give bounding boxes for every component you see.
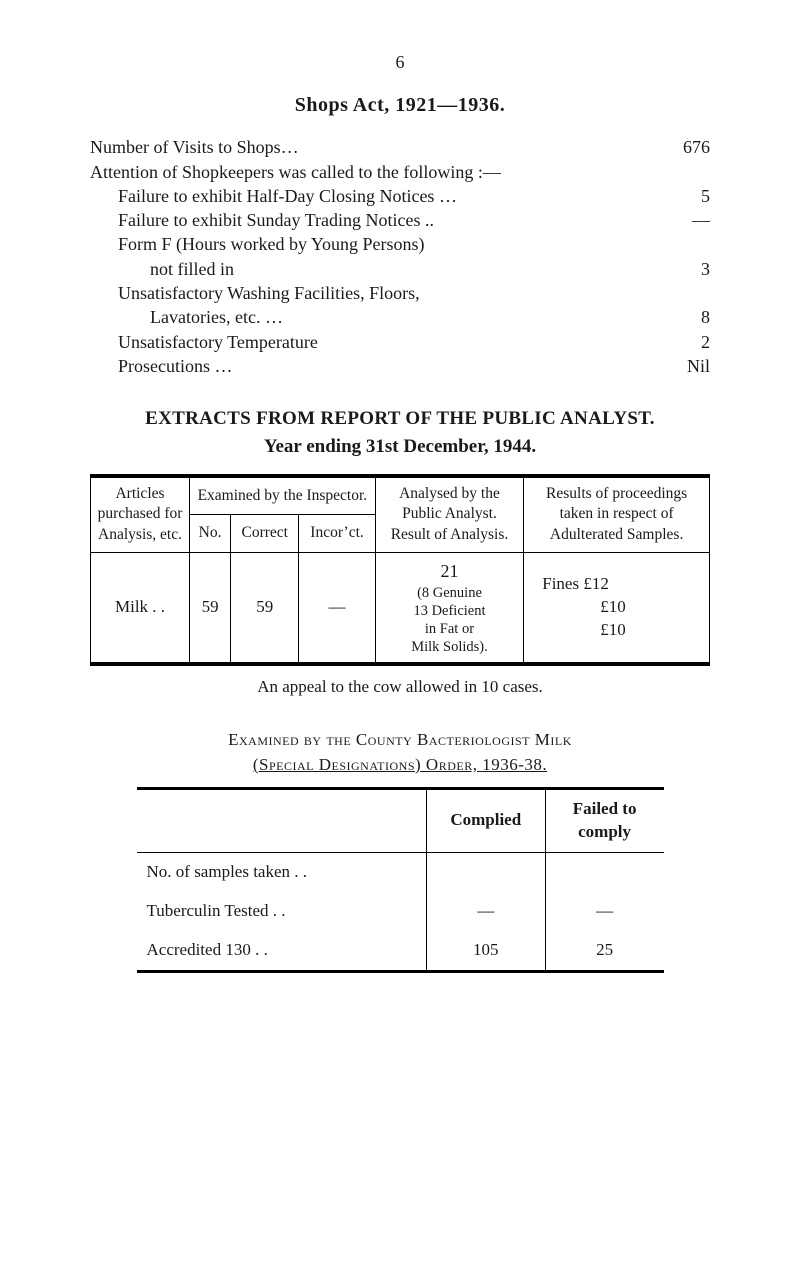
section1-value: 5 <box>650 184 710 208</box>
col-correct: Correct <box>231 515 299 553</box>
table-row: No. of samples taken . . <box>137 852 664 891</box>
section2-caption: An appeal to the cow allowed in 10 cases… <box>90 676 710 699</box>
section1-label: Number of Visits to Shops… <box>90 135 299 159</box>
fines-line1: Fines £12 <box>542 573 703 596</box>
row-label: Accredited 130 . . <box>137 931 427 970</box>
row-failed: — <box>545 892 663 931</box>
section1-label: Attention of Shopkeepers was called to t… <box>90 160 501 184</box>
row-complied: 105 <box>426 931 545 970</box>
col-results: Results of proceedings taken in respect … <box>524 477 710 553</box>
table-row: Accredited 130 . .10525 <box>137 931 664 970</box>
section1-line: Lavatories, etc. … 8 <box>90 305 710 329</box>
section3-subtitle-text: (Special Designations) Order, 1936-38. <box>253 755 547 774</box>
row-label: No. of samples taken . . <box>137 852 427 891</box>
section2-title: EXTRACTS FROM REPORT OF THE PUBLIC ANALY… <box>90 406 710 432</box>
section1-value: 2 <box>650 330 710 354</box>
section1-label: not filled in <box>150 257 234 281</box>
col-complied: Complied <box>426 790 545 852</box>
row-failed: 25 <box>545 931 663 970</box>
cell-fines: Fines £12 £10 £10 <box>524 553 710 663</box>
cell-no: 59 <box>190 553 231 663</box>
section1-label: Form F (Hours worked by Young Persons) <box>118 232 425 256</box>
section1-value: 676 <box>650 135 710 159</box>
cell-analysed: 21 (8 Genuine 13 Deficient in Fat or Mil… <box>375 553 524 663</box>
col-no: No. <box>190 515 231 553</box>
section1-label: Unsatisfactory Temperature <box>118 330 318 354</box>
section1-line: Prosecutions … Nil <box>90 354 710 378</box>
col-incorrect: Incor’ct. <box>299 515 375 553</box>
fines-line2: £10 <box>542 596 703 619</box>
section1-label: Failure to exhibit Sunday Trading Notice… <box>118 208 434 232</box>
section1-value: — <box>650 208 710 232</box>
fines-line3: £10 <box>542 619 703 642</box>
row-failed <box>545 852 663 891</box>
section3-title-text: Examined by the County Bacteriologist Mi… <box>228 730 572 749</box>
section2-subtitle: Year ending 31st December, 1944. <box>90 434 710 460</box>
cell-correct: 59 <box>231 553 299 663</box>
section1-value: 3 <box>650 257 710 281</box>
section1-line: Failure to exhibit Sunday Trading Notice… <box>90 208 710 232</box>
section1-line: Form F (Hours worked by Young Persons) <box>90 232 710 256</box>
row-label: Tuberculin Tested . . <box>137 892 427 931</box>
section1-label: Prosecutions … <box>118 354 233 378</box>
col-analysed: Analysed by the Public Analyst. Result o… <box>375 477 524 553</box>
cell-incorrect: — <box>299 553 375 663</box>
cell-analysed-detail: (8 Genuine 13 Deficient in Fat or Milk S… <box>382 584 518 657</box>
table-row: Tuberculin Tested . .—— <box>137 892 664 931</box>
section1-title: Shops Act, 1921—1936. <box>90 92 710 119</box>
section1-line: Unsatisfactory Washing Facilities, Floor… <box>90 281 710 305</box>
col-failed: Failed to comply <box>545 790 663 852</box>
section1-value: Nil <box>650 354 710 378</box>
section3-subtitle: (Special Designations) Order, 1936-38. <box>90 754 710 777</box>
row-complied <box>426 852 545 891</box>
section1-line: Number of Visits to Shops… 676 <box>90 135 710 159</box>
section1-line: Unsatisfactory Temperature 2 <box>90 330 710 354</box>
analyst-table: Articles purchased for Analysis, etc. Ex… <box>90 474 710 667</box>
page-number: 6 <box>90 50 710 74</box>
section1-label: Unsatisfactory Washing Facilities, Floor… <box>118 281 420 305</box>
section1-value: 8 <box>650 305 710 329</box>
section3-title: Examined by the County Bacteriologist Mi… <box>90 729 710 752</box>
section1-label: Lavatories, etc. … <box>150 305 283 329</box>
section1-line: not filled in 3 <box>90 257 710 281</box>
row-complied: — <box>426 892 545 931</box>
col-articles: Articles purchased for Analysis, etc. <box>91 477 190 553</box>
col-examined: Examined by the Inspector. <box>190 477 376 515</box>
section1-list: Number of Visits to Shops… 676 Attention o… <box>90 135 710 378</box>
section1-label: Failure to exhibit Half-Day Closing Noti… <box>118 184 457 208</box>
bacteriologist-table: Complied Failed to comply No. of samples… <box>137 787 664 973</box>
cell-item: Milk . . <box>91 553 190 663</box>
section1-line: Attention of Shopkeepers was called to t… <box>90 160 710 184</box>
cell-analysed-count: 21 <box>382 559 518 583</box>
section1-line: Failure to exhibit Half-Day Closing Noti… <box>90 184 710 208</box>
